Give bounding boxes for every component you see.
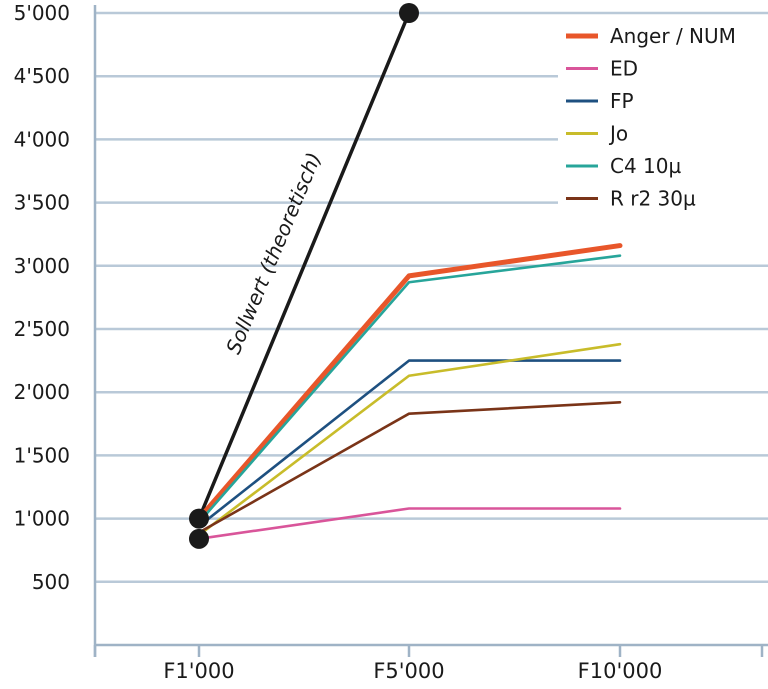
series-line (197, 342, 622, 537)
reference-line (197, 11, 411, 521)
y-tick-label: 1'500 (14, 443, 70, 467)
legend-label: R r2 30µ (610, 187, 696, 211)
x-tick-label: F10'000 (578, 659, 663, 683)
x-tick-label: F1'000 (163, 659, 234, 683)
y-tick-label: 3'000 (14, 254, 70, 278)
data-point-marker (189, 528, 209, 549)
y-tick-label: 500 (32, 570, 70, 594)
series-line (197, 359, 622, 528)
legend-label: Jo (608, 122, 628, 146)
y-tick-label: 2'500 (14, 317, 70, 341)
legend-label: FP (610, 89, 634, 113)
y-tick-label: 3'500 (14, 191, 70, 215)
y-tick-label: 5'000 (14, 1, 70, 25)
series-line (197, 254, 622, 524)
legend-label: C4 10µ (610, 154, 681, 178)
legend-background (558, 18, 768, 214)
legend-label: Anger / NUM (610, 24, 736, 48)
data-point-marker (399, 3, 419, 23)
series-line (197, 507, 622, 541)
x-tick-label: F5'000 (373, 659, 444, 683)
series-line (196, 243, 623, 522)
y-tick-label: 2'000 (14, 380, 70, 404)
legend-label: ED (610, 57, 638, 81)
y-tick-label: 4'500 (14, 64, 70, 88)
data-point-marker (189, 508, 209, 529)
y-tick-label: 1'000 (14, 507, 70, 531)
series-line (197, 401, 622, 534)
y-tick-label: 4'000 (14, 127, 70, 151)
